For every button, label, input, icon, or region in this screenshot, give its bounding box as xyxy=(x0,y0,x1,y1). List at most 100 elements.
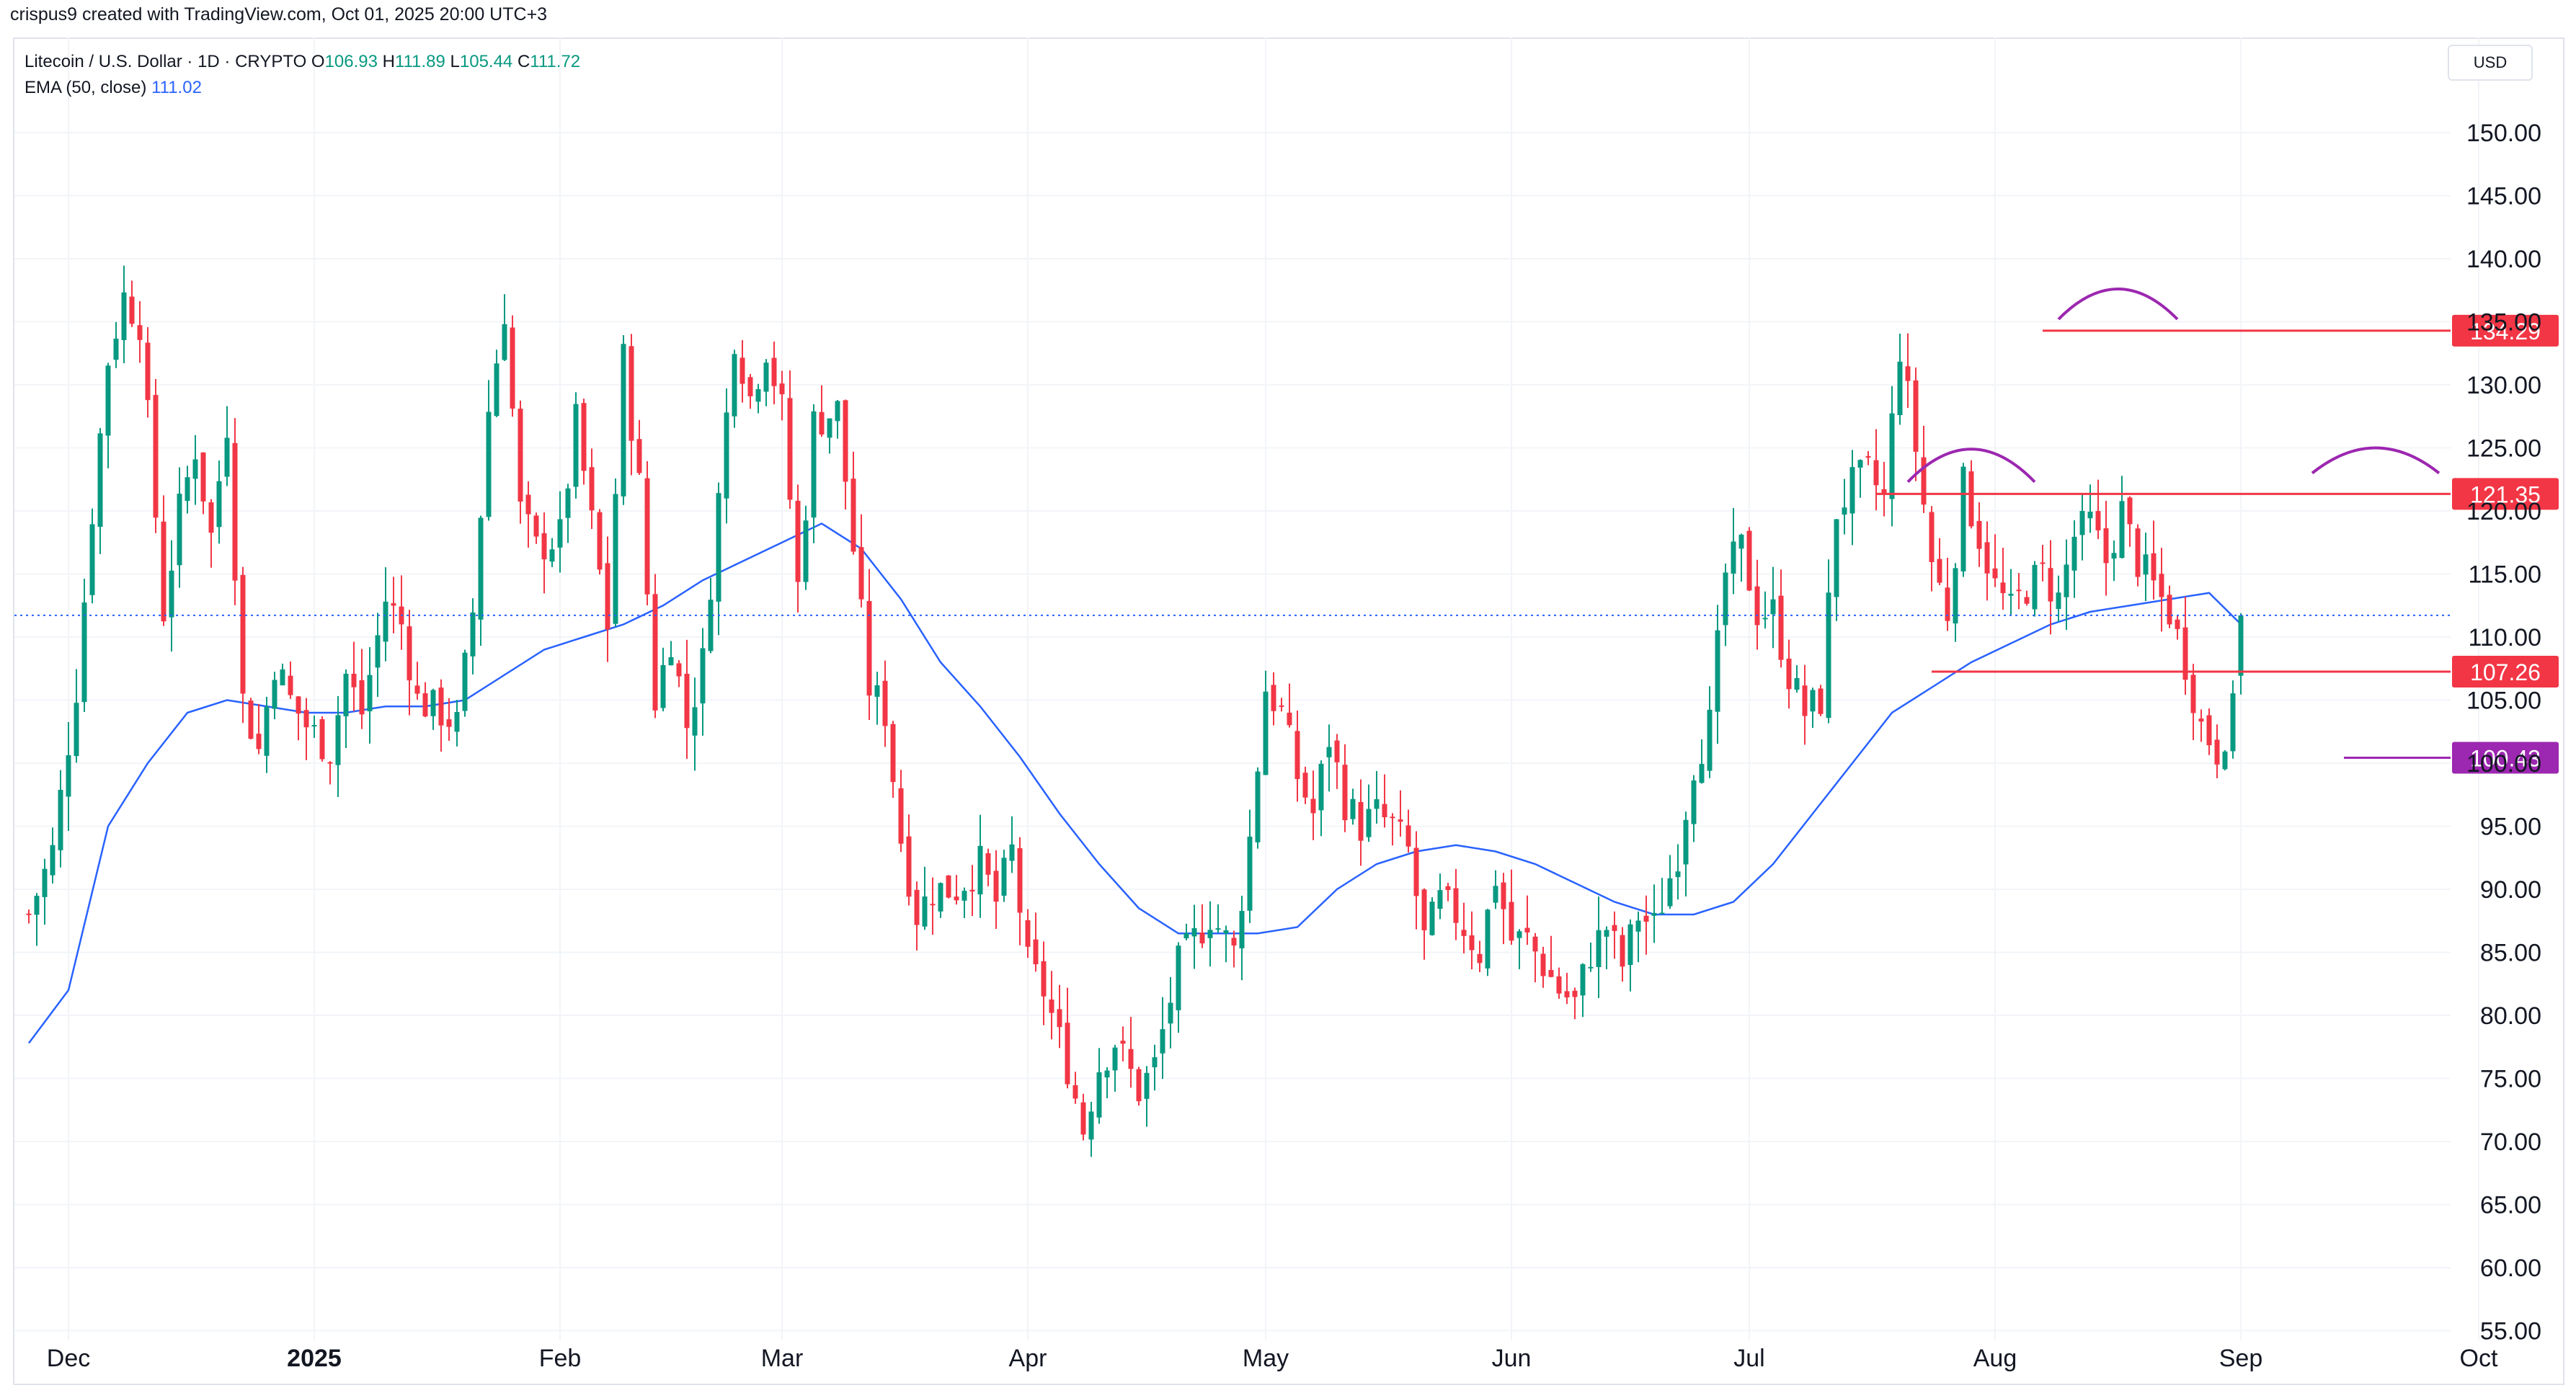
candle[interactable] xyxy=(914,881,920,951)
candle[interactable] xyxy=(795,484,801,613)
candle[interactable] xyxy=(1651,884,1657,943)
candle[interactable] xyxy=(890,721,896,798)
candle[interactable] xyxy=(787,370,793,509)
candle[interactable] xyxy=(2206,708,2212,755)
candle[interactable] xyxy=(1057,984,1062,1049)
candle[interactable] xyxy=(264,696,270,773)
candle[interactable] xyxy=(724,388,729,524)
candle[interactable] xyxy=(1929,506,1935,592)
candle[interactable] xyxy=(850,451,856,555)
candle[interactable] xyxy=(613,478,618,627)
candle[interactable] xyxy=(668,641,674,666)
candle[interactable] xyxy=(1033,912,1039,972)
candle[interactable] xyxy=(478,515,484,646)
candle[interactable] xyxy=(763,359,769,406)
candle[interactable] xyxy=(1818,685,1824,716)
candle[interactable] xyxy=(755,383,761,414)
candle[interactable] xyxy=(1826,559,1831,724)
candle[interactable] xyxy=(1136,1067,1142,1106)
candle[interactable] xyxy=(177,467,182,588)
candle[interactable] xyxy=(311,715,317,738)
candle[interactable] xyxy=(1358,779,1364,866)
ema-line[interactable] xyxy=(27,522,2242,1044)
candle[interactable] xyxy=(256,703,262,755)
candle[interactable] xyxy=(1041,941,1047,1025)
candle[interactable] xyxy=(636,419,642,475)
candle[interactable] xyxy=(2159,548,2164,632)
candle[interactable] xyxy=(1350,788,1356,825)
candle[interactable] xyxy=(740,340,745,403)
candle[interactable] xyxy=(1738,533,1744,582)
candle[interactable] xyxy=(2190,664,2196,741)
candle[interactable] xyxy=(1160,997,1165,1080)
candle[interactable] xyxy=(827,418,832,454)
candle[interactable] xyxy=(1390,813,1395,846)
candle[interactable] xyxy=(1548,935,1554,978)
candle[interactable] xyxy=(708,578,714,654)
candle[interactable] xyxy=(1881,461,1887,517)
candle[interactable] xyxy=(1509,869,1514,945)
candle[interactable] xyxy=(2056,575,2061,623)
candle[interactable] xyxy=(732,350,737,428)
candle[interactable] xyxy=(716,482,721,636)
candle[interactable] xyxy=(232,418,238,605)
candle[interactable] xyxy=(1580,963,1586,1018)
candle[interactable] xyxy=(779,370,785,421)
candle[interactable] xyxy=(525,481,531,548)
candle[interactable] xyxy=(644,460,650,605)
candle[interactable] xyxy=(303,698,309,760)
candle[interactable] xyxy=(2103,500,2109,596)
candle[interactable] xyxy=(1247,809,1253,923)
candle[interactable] xyxy=(1239,895,1245,981)
candle[interactable] xyxy=(819,385,825,437)
candle[interactable] xyxy=(407,610,412,716)
candle[interactable] xyxy=(565,484,571,543)
candle[interactable] xyxy=(454,700,460,747)
candle[interactable] xyxy=(874,672,880,725)
candle[interactable] xyxy=(1834,519,1839,621)
candle[interactable] xyxy=(1342,744,1348,832)
candle[interactable] xyxy=(153,378,159,533)
candle[interactable] xyxy=(34,893,40,946)
candle[interactable] xyxy=(351,641,357,711)
candle[interactable] xyxy=(240,566,246,724)
candle[interactable] xyxy=(1168,976,1173,1049)
arc-left-shoulder[interactable] xyxy=(1906,448,2036,484)
candle[interactable] xyxy=(597,509,603,575)
candle[interactable] xyxy=(2087,484,2093,533)
candle[interactable] xyxy=(272,672,277,720)
candle[interactable] xyxy=(1865,450,1871,466)
candle[interactable] xyxy=(1001,850,1007,902)
candle[interactable] xyxy=(1802,664,1808,745)
candle[interactable] xyxy=(930,877,936,935)
candle[interactable] xyxy=(1873,429,1879,511)
candle[interactable] xyxy=(2000,548,2006,610)
candle[interactable] xyxy=(192,435,198,505)
candle[interactable] xyxy=(811,404,817,543)
candle[interactable] xyxy=(1231,930,1237,968)
candle[interactable] xyxy=(2064,539,2069,631)
candle[interactable] xyxy=(1025,909,1031,958)
candle[interactable] xyxy=(1302,766,1308,804)
candle[interactable] xyxy=(359,649,365,729)
candle[interactable] xyxy=(42,858,48,925)
candle[interactable] xyxy=(383,567,388,662)
candle[interactable] xyxy=(1271,672,1276,726)
candle[interactable] xyxy=(1976,502,1982,567)
candle[interactable] xyxy=(1635,911,1641,963)
candle[interactable] xyxy=(1096,1048,1102,1124)
candle[interactable] xyxy=(1612,911,1617,959)
candle[interactable] xyxy=(58,770,63,868)
candle[interactable] xyxy=(2135,524,2141,587)
candle[interactable] xyxy=(169,540,174,652)
candle[interactable] xyxy=(843,399,848,509)
candle[interactable] xyxy=(1778,569,1784,668)
candle[interactable] xyxy=(803,505,809,590)
candle[interactable] xyxy=(2016,573,2022,610)
candle[interactable] xyxy=(1588,942,1594,972)
candle[interactable] xyxy=(969,865,975,916)
candle[interactable] xyxy=(105,362,111,468)
candle[interactable] xyxy=(335,695,341,798)
candle[interactable] xyxy=(494,350,499,417)
candle[interactable] xyxy=(1065,987,1070,1089)
